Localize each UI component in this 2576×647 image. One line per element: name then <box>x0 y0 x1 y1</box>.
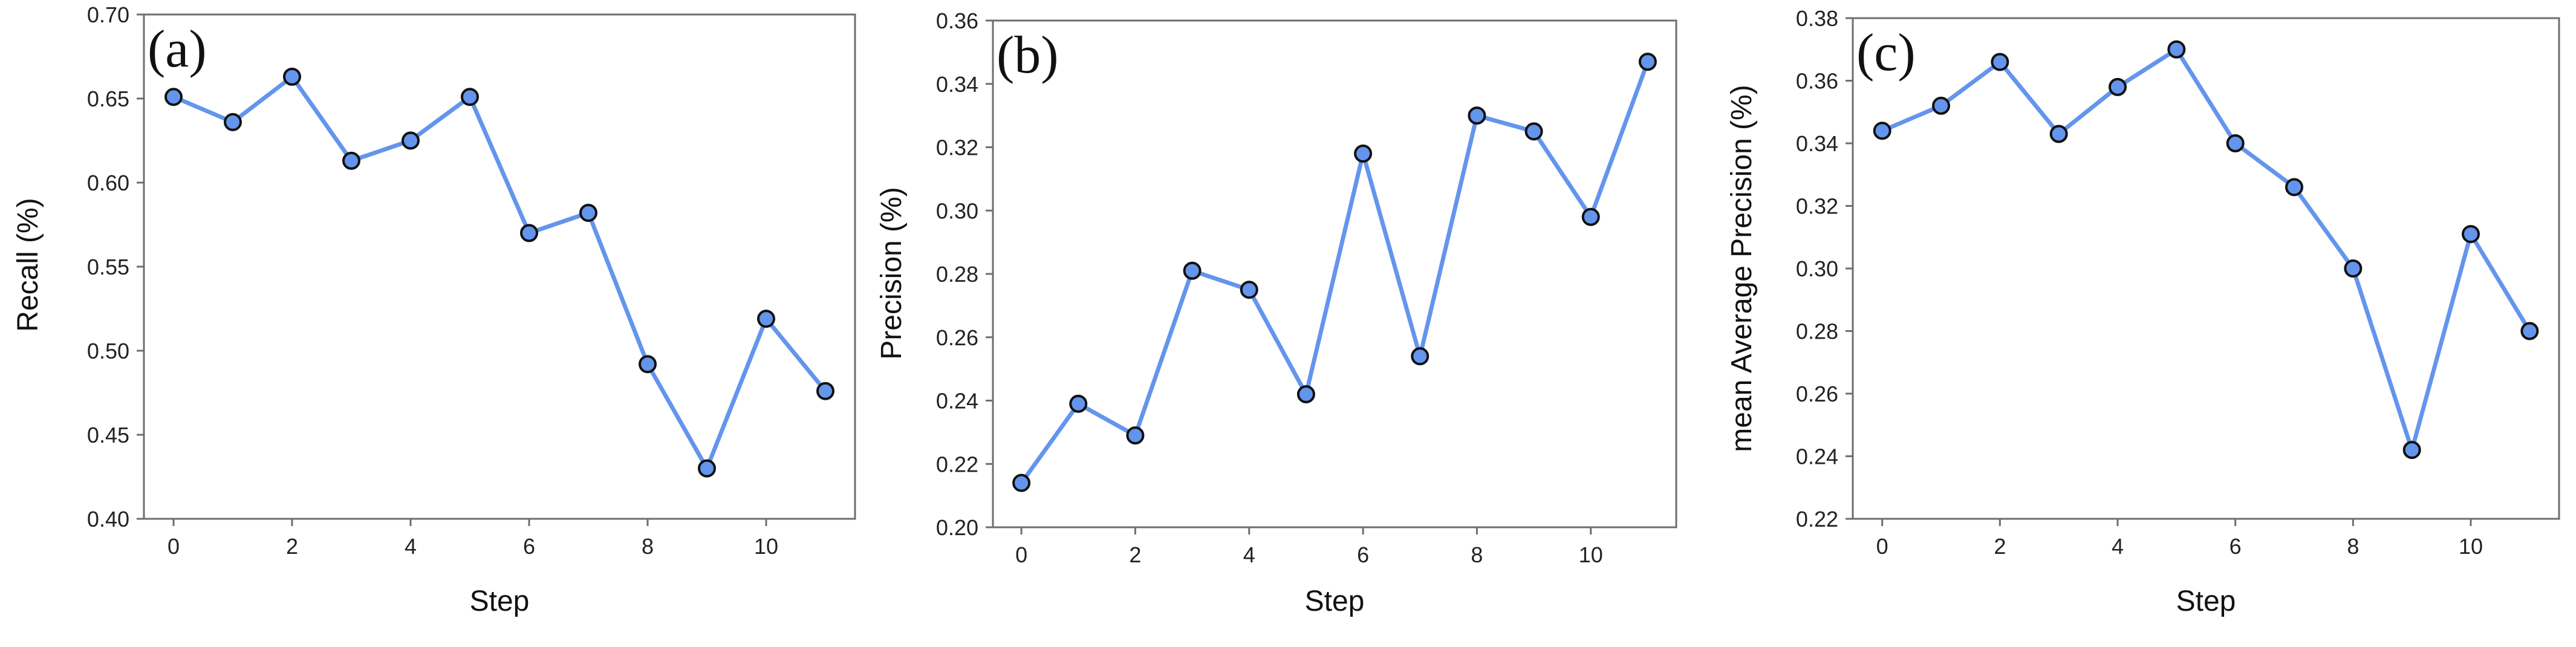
chart3-data-point <box>1873 122 1891 140</box>
chart1-data-point <box>224 112 242 131</box>
chart1-x-tick-label: 2 <box>286 534 298 559</box>
chart3-y-tick-label: 0.38 <box>1796 6 1838 31</box>
chart1-x-tick-label: 0 <box>168 534 180 559</box>
chart2-data-point <box>1240 281 1258 299</box>
chart1-y-axis-label: Recall (%) <box>12 198 44 331</box>
chart3-data-point <box>2167 40 2186 59</box>
chart2-y-tick-label: 0.34 <box>936 72 978 97</box>
chart1-data-point <box>283 67 301 86</box>
chart3-x-tick-label: 0 <box>1876 534 1888 559</box>
chart2-y-tick-label: 0.24 <box>936 389 978 414</box>
chart2-y-tick-label: 0.26 <box>936 325 978 350</box>
chart1-data-point <box>757 310 775 328</box>
chart2-data-point <box>1354 144 1373 163</box>
chart1-x-tick-label: 6 <box>523 534 535 559</box>
chart1-y-tick-label: 0.40 <box>87 507 129 532</box>
chart1-data-point <box>461 88 479 106</box>
chart2-y-tick-label: 0.22 <box>936 452 978 476</box>
chart3-y-tick-label: 0.24 <box>1796 444 1838 469</box>
chart2-panel: 0.20 0.22 0.24 0.26 0.28 0.30 0.32 0.34 0.36 0 2 4 6… <box>876 8 1677 617</box>
chart3-y-tick-label: 0.22 <box>1796 507 1838 532</box>
chart1-plot-frame <box>143 13 856 520</box>
chart3-y-tick-label: 0.26 <box>1796 382 1838 406</box>
chart3-data-point <box>2520 322 2539 340</box>
chart3-x-tick-label: 4 <box>2112 534 2124 559</box>
chart2-y-tick-label: 0.28 <box>936 262 978 287</box>
chart1-x-tick-label: 10 <box>754 534 778 559</box>
chart2-data-point <box>1468 106 1486 125</box>
chart3-y-tick-label: 0.34 <box>1796 131 1838 156</box>
chart3-panel-label: (c) <box>1856 24 1916 82</box>
chart1-series-line <box>172 74 827 471</box>
chart2-x-tick-label: 2 <box>1129 542 1141 567</box>
chart1-y-tick-label: 0.70 <box>87 2 129 27</box>
chart3-data-point <box>1932 96 1950 115</box>
chart2-data-point <box>1581 207 1600 226</box>
chart2-data-point <box>1183 261 1202 280</box>
chart1-x-tick-label: 8 <box>642 534 654 559</box>
chart2-series-line <box>1020 60 1650 484</box>
chart1-data-point <box>342 151 360 170</box>
chart2-y-tick-label: 0.36 <box>936 8 978 33</box>
chart1-x-axis-label: Step <box>470 585 530 617</box>
chart1-data-point <box>164 88 183 106</box>
chart3-data-point <box>2462 225 2480 244</box>
chart1-data-point <box>698 459 716 478</box>
chart3-x-tick-label: 6 <box>2230 534 2242 559</box>
chart3-data-point <box>2402 441 2421 460</box>
chart2-panel-label: (b) <box>997 26 1059 85</box>
chart3-data-point <box>2226 134 2245 152</box>
chart1-data-point <box>579 204 597 223</box>
chart2-x-tick-label: 8 <box>1471 542 1483 567</box>
chart1-y-tick-label: 0.55 <box>87 255 129 279</box>
chart2-y-tick-label: 0.20 <box>936 515 978 540</box>
chart1-panel-label: (a) <box>148 20 207 79</box>
chart2-data-point <box>1638 53 1657 71</box>
chart3-y-tick-label: 0.30 <box>1796 256 1838 281</box>
chart2-data-point <box>1411 347 1429 366</box>
chart3-data-point <box>2049 125 2068 143</box>
chart3-y-tick-label: 0.28 <box>1796 319 1838 344</box>
chart3-series-line <box>1881 47 2532 452</box>
chart2-data-point <box>1296 385 1315 404</box>
chart2-y-tick-label: 0.30 <box>936 198 978 223</box>
chart2-x-tick-label: 6 <box>1357 542 1369 567</box>
chart2-x-tick-label: 4 <box>1243 542 1255 567</box>
chart2-x-axis-label: Step <box>1305 585 1365 617</box>
chart2-data-point <box>1524 122 1543 141</box>
chart3-x-axis-label: Step <box>2176 585 2236 617</box>
chart2-data-point <box>1126 426 1145 445</box>
chart1-x-tick-label: 4 <box>405 534 417 559</box>
chart1-y-tick-label: 0.50 <box>87 339 129 363</box>
chart2-y-axis-label: Precision (%) <box>876 187 908 359</box>
chart2-data-point <box>1012 473 1031 492</box>
chart1-data-point <box>816 382 834 400</box>
chart2-data-point <box>1069 394 1088 413</box>
chart3-y-tick-label: 0.36 <box>1796 69 1838 94</box>
chart1-data-point <box>639 355 657 374</box>
chart1-data-point <box>402 131 420 150</box>
chart1-y-tick-label: 0.65 <box>87 86 129 111</box>
chart3-data-point <box>2344 259 2363 278</box>
chart3-data-point <box>2109 77 2127 96</box>
chart2-y-tick-label: 0.32 <box>936 135 978 160</box>
chart3-panel: 0.22 0.24 0.26 0.28 0.30 0.32 0.34 0.36 0.38 0 2 4 6… <box>1726 6 2560 617</box>
chart3-y-tick-label: 0.32 <box>1796 194 1838 219</box>
chart3-x-tick-label: 2 <box>1994 534 2006 559</box>
chart1-data-point <box>520 224 538 242</box>
chart3-x-tick-label: 8 <box>2347 534 2359 559</box>
chart1-y-tick-label: 0.45 <box>87 423 129 447</box>
chart3-data-point <box>1991 53 2009 71</box>
chart2-x-tick-label: 10 <box>1579 542 1603 567</box>
chart3-y-axis-label: mean Average Precision (%) <box>1726 85 1758 452</box>
chart1-y-tick-label: 0.60 <box>87 171 129 195</box>
chart1-panel: 0.40 0.45 0.50 0.55 0.60 0.65 0.70 0 2 4 6 8 10 Step R… <box>12 2 856 617</box>
chart3-data-point <box>2285 178 2303 197</box>
chart3-x-tick-label: 10 <box>2459 534 2483 559</box>
chart2-x-tick-label: 0 <box>1015 542 1027 567</box>
